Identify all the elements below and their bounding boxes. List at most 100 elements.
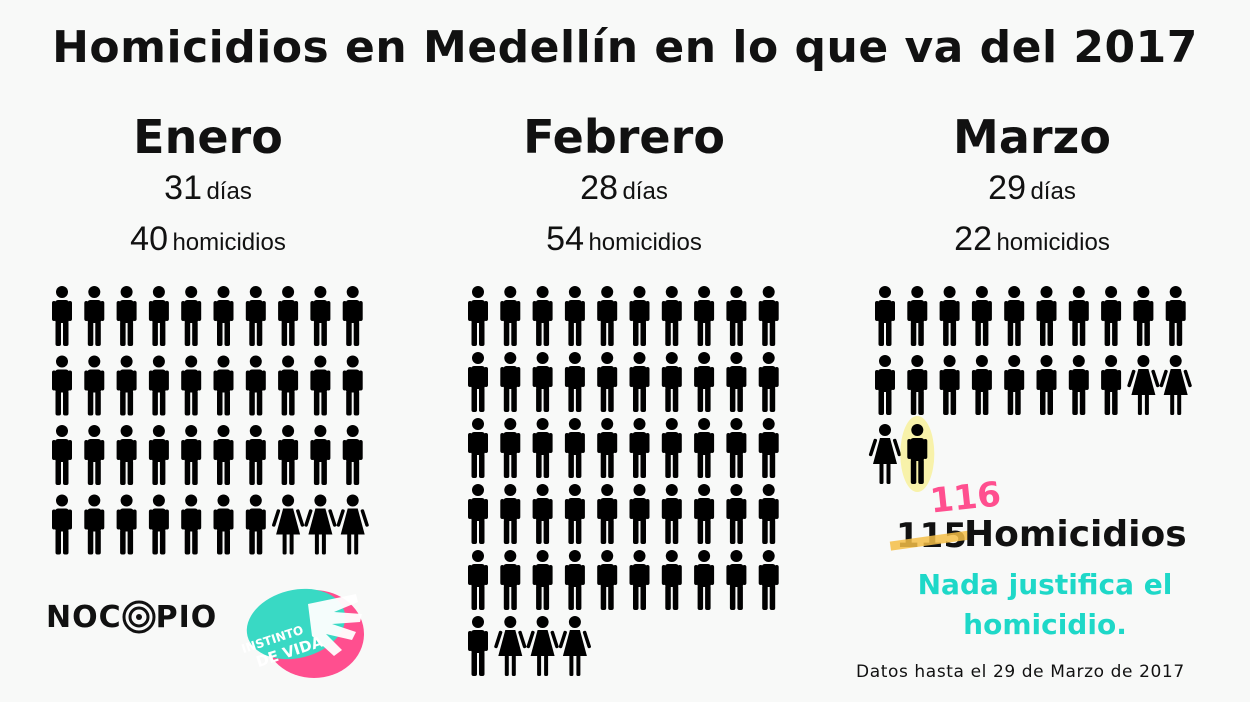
month-name: Febrero — [523, 110, 725, 164]
male-figure-icon — [52, 425, 72, 485]
male-figure-icon — [468, 286, 488, 346]
days-stat: 31 días — [28, 166, 388, 217]
male-figure-icon — [629, 418, 650, 478]
month-column-marzo: Marzo 29 días 22 homicidios — [852, 108, 1212, 268]
male-figure-icon — [52, 494, 72, 555]
male-figure-icon — [532, 352, 553, 412]
male-figure-icon — [245, 494, 266, 555]
male-figure-icon — [564, 550, 585, 610]
male-figure-icon — [726, 352, 747, 412]
male-figure-icon — [939, 286, 960, 346]
male-figure-icon — [310, 286, 331, 346]
male-figure-icon — [116, 494, 137, 555]
male-figure-icon — [245, 425, 266, 485]
male-figure-icon — [532, 550, 553, 610]
male-figure-icon — [148, 286, 169, 346]
month-name: Marzo — [953, 110, 1111, 164]
nocopio-logo: NOC PIO — [46, 600, 217, 635]
male-figure-icon — [726, 484, 747, 544]
male-figure-icon — [148, 494, 169, 555]
male-figure-icon — [875, 355, 895, 415]
male-figure-icon — [1068, 286, 1089, 346]
male-figure-icon — [597, 550, 618, 610]
male-figure-icon — [213, 494, 234, 555]
female-figure-icon — [304, 494, 337, 555]
male-figure-icon — [694, 352, 715, 412]
male-figure-icon — [468, 484, 488, 544]
male-figure-icon — [694, 286, 715, 346]
month-column-febrero: Febrero 28 días 54 homicidios — [444, 108, 804, 268]
male-figure-icon — [84, 355, 105, 416]
male-figure-icon — [629, 286, 650, 346]
male-figure-icon — [564, 418, 585, 478]
days-unit: días — [1030, 178, 1076, 205]
male-figure-icon — [532, 418, 553, 478]
male-figure-icon — [278, 355, 299, 416]
male-figure-icon — [971, 286, 992, 346]
male-figure-icon — [597, 286, 618, 346]
male-figure-icon — [758, 484, 779, 544]
male-figure-icon — [213, 355, 234, 416]
male-figure-icon — [213, 286, 234, 346]
male-figure-icon — [500, 352, 521, 412]
male-figure-icon — [971, 355, 992, 415]
female-figure-icon — [526, 616, 559, 676]
male-figure-icon — [500, 550, 521, 610]
male-figure-icon — [310, 425, 331, 485]
female-figure-icon — [336, 494, 369, 555]
days-stat: 29 días — [852, 166, 1212, 217]
total-label: Homicidios — [964, 514, 1187, 555]
male-figure-icon — [661, 550, 682, 610]
male-figure-icon — [726, 286, 747, 346]
male-figure-icon — [500, 286, 521, 346]
male-figure-icon — [342, 355, 363, 416]
previous-total: 115 — [896, 516, 967, 556]
male-figure-icon — [694, 550, 715, 610]
male-figure-icon — [500, 418, 521, 478]
male-figure-icon — [661, 352, 682, 412]
previous-total-wrap: 115 — [896, 514, 1216, 564]
male-figure-icon — [181, 494, 202, 555]
male-figure-icon — [629, 352, 650, 412]
male-figure-icon — [181, 286, 202, 346]
male-figure-icon — [875, 286, 895, 346]
male-figure-icon — [181, 425, 202, 485]
days-unit: días — [622, 178, 668, 205]
homicides-stat: 22 homicidios — [852, 217, 1212, 268]
nocopio-logo-right: PIO — [155, 600, 218, 635]
homicides-value: 54 — [546, 220, 584, 258]
male-figure-icon — [116, 355, 137, 416]
male-figure-icon — [148, 355, 169, 416]
highlighted-male-figure-icon — [907, 424, 928, 484]
homicides-unit: homicidios — [172, 229, 286, 256]
female-figure-icon — [868, 424, 902, 484]
male-figure-icon — [1101, 286, 1122, 346]
male-figure-icon — [468, 418, 488, 478]
male-figure-icon — [468, 616, 488, 676]
female-figure-icon — [494, 616, 527, 676]
male-figure-icon — [597, 352, 618, 412]
male-figure-icon — [532, 484, 553, 544]
male-figure-icon — [278, 286, 299, 346]
days-unit: días — [206, 178, 252, 205]
male-figure-icon — [84, 425, 105, 485]
male-figure-icon — [661, 418, 682, 478]
male-figure-icon — [1036, 286, 1057, 346]
male-figure-icon — [1004, 355, 1025, 415]
target-icon — [122, 600, 156, 634]
male-figure-icon — [661, 286, 682, 346]
male-figure-icon — [84, 494, 105, 555]
male-figure-icon — [758, 286, 779, 346]
male-figure-icon — [84, 286, 105, 346]
male-figure-icon — [245, 286, 266, 346]
male-figure-icon — [907, 355, 928, 415]
female-figure-icon — [1159, 355, 1192, 415]
source-note: Datos hasta el 29 de Marzo de 2017 — [856, 662, 1185, 682]
male-figure-icon — [1004, 286, 1025, 346]
male-figure-icon — [245, 355, 266, 416]
male-figure-icon — [213, 425, 234, 485]
instinto-de-vida-logo: INSTINTO DE VIDA — [238, 584, 368, 688]
male-figure-icon — [564, 286, 585, 346]
male-figure-icon — [758, 418, 779, 478]
